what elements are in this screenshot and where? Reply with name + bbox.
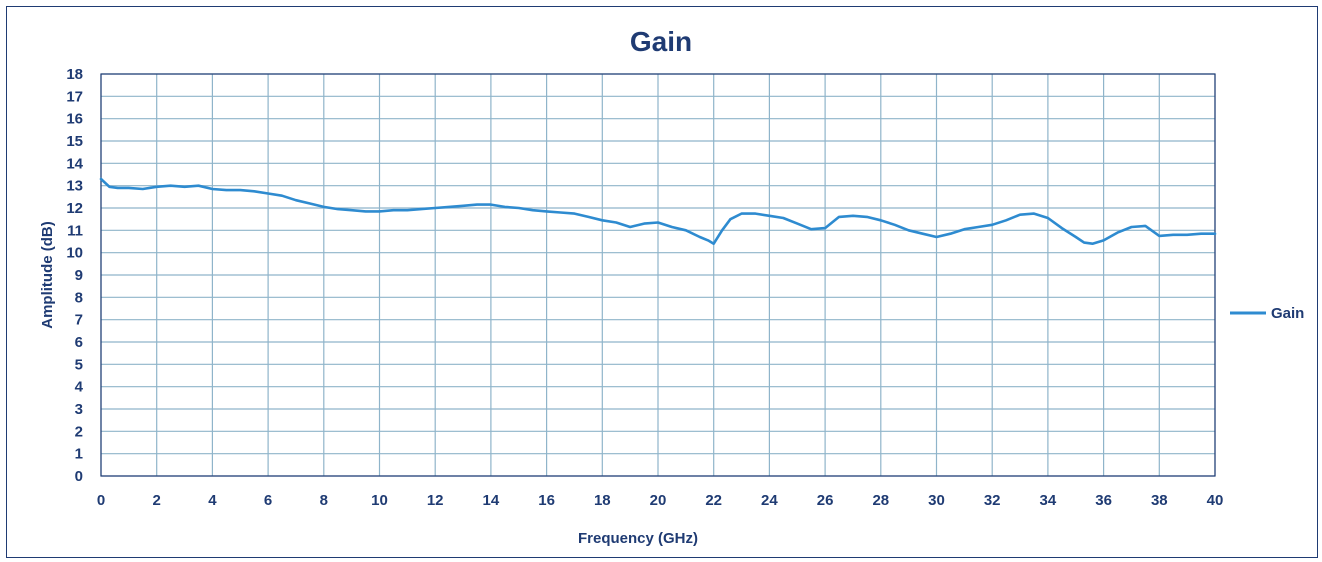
y-axis-title: Amplitude (dB) — [39, 221, 56, 328]
y-tick-label: 3 — [75, 401, 83, 418]
x-tick-label: 30 — [928, 492, 945, 509]
plot-area — [100, 73, 1216, 477]
x-tick-labels: 0 2 4 6 8 10 12 14 16 18 20 22 24 26 28 30 32 34 36 38 40 — [97, 492, 1224, 509]
x-tick-label: 34 — [1040, 492, 1057, 509]
x-tick-label: 28 — [872, 492, 889, 509]
x-tick-label: 32 — [984, 492, 1001, 509]
y-tick-label: 9 — [75, 267, 83, 284]
x-tick-label: 36 — [1095, 492, 1112, 509]
x-tick-label: 18 — [594, 492, 611, 509]
legend: Gain — [1230, 305, 1304, 322]
x-tick-label: 0 — [97, 492, 105, 509]
chart-title: Gain — [629, 26, 693, 57]
y-tick-label: 14 — [66, 155, 83, 172]
y-tick-label: 13 — [66, 178, 83, 195]
x-tick-label: 12 — [427, 492, 444, 509]
y-tick-label: 16 — [66, 111, 83, 128]
y-tick-label: 18 — [66, 66, 83, 83]
x-tick-label: 6 — [264, 492, 272, 509]
x-tick-label: 14 — [483, 492, 500, 509]
grid — [100, 73, 1216, 477]
x-axis-title: Frequency (GHz) — [578, 530, 698, 547]
x-tick-label: 40 — [1207, 492, 1224, 509]
x-tick-label: 2 — [153, 492, 161, 509]
x-tick-label: 8 — [320, 492, 328, 509]
y-tick-label: 17 — [66, 88, 83, 105]
plot-border — [100, 73, 1216, 477]
y-tick-label: 8 — [75, 289, 83, 306]
y-tick-label: 5 — [75, 356, 83, 373]
x-tick-label: 22 — [705, 492, 722, 509]
y-tick-label: 2 — [75, 423, 83, 440]
y-tick-label: 12 — [66, 200, 83, 217]
y-tick-label: 4 — [75, 379, 84, 396]
chart-frame — [6, 6, 1318, 558]
y-tick-label: 1 — [75, 446, 83, 463]
x-tick-label: 4 — [208, 492, 217, 509]
y-tick-label: 6 — [75, 334, 83, 351]
x-tick-label: 20 — [650, 492, 667, 509]
y-tick-label: 0 — [75, 468, 83, 485]
series-line-gain — [99, 177, 1217, 245]
series-group — [99, 177, 1217, 245]
y-tick-label: 7 — [75, 312, 83, 329]
y-tick-label: 11 — [67, 222, 83, 239]
y-tick-label: 15 — [66, 133, 83, 150]
x-tick-label: 24 — [761, 492, 778, 509]
x-tick-label: 16 — [538, 492, 555, 509]
x-tick-label: 26 — [817, 492, 834, 509]
legend-label: Gain — [1271, 305, 1304, 322]
y-tick-label: 10 — [66, 245, 83, 262]
x-tick-label: 10 — [371, 492, 388, 509]
x-tick-label: 38 — [1151, 492, 1168, 509]
